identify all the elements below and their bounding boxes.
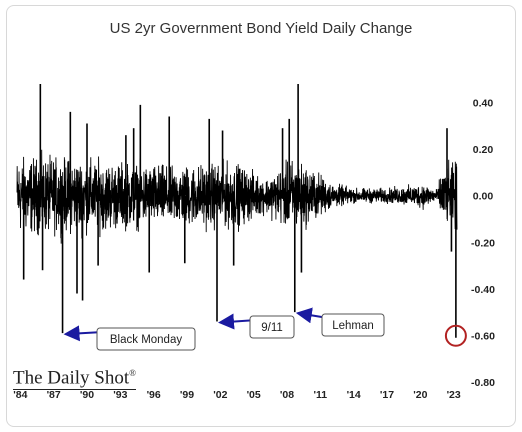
y-tick-label: 0.20 [473,144,494,156]
x-tick-label: '90 [80,389,94,401]
source-brand: The Daily Shot [13,367,130,389]
x-axis: '84 '87 '90 '93 '96 '99 '02 '05 '08 '11 '14 '17 '20 '… [13,389,461,401]
y-tick-label: 0.40 [473,98,494,110]
y-axis: 0.40 0.20 0.00 -0.20 -0.40 -0.60 -0.80 [471,98,495,389]
annotation-label: Black Monday [110,334,182,346]
annotation-box [321,313,385,337]
x-tick-label: '14 [347,389,361,401]
x-tick-label: '84 [13,389,27,401]
x-tick-label: '17 [380,389,394,401]
x-tick-label: '11 [314,389,328,401]
x-tick-label: '96 [147,389,161,401]
y-tick-label: -0.20 [471,237,495,249]
x-tick-label: '87 [47,389,61,401]
x-tick-label: '02 [213,389,227,401]
annotation-box [96,327,196,351]
x-tick-label: '93 [113,389,127,401]
y-tick-label: -0.80 [471,377,495,389]
x-tick-label: '23 [447,389,461,401]
annotation-box [249,315,295,339]
annotation-label: Lehman [332,320,374,332]
x-tick-label: '99 [180,389,194,401]
chart-svg: 0.400.200.00-0.20-0.40-0.60-0.80 '84'87 '… [13,83,495,401]
source-mark: ® [129,368,136,378]
annotation-label: 9/11 [261,322,283,334]
highlight-circle [444,324,467,347]
series-layer [16,149,458,244]
y-tick-label: -0.60 [471,330,495,342]
daily-change-series [16,149,458,244]
x-tick-label: '20 [413,389,427,401]
spike-layer [22,83,457,338]
chart-title: US 2yr Government Bond Yield Daily Chang… [109,20,413,37]
chart-card: US 2yr Government Bond Yield Daily Chang… [6,5,516,427]
y-tick-label: 0.00 [473,191,494,203]
source-logo: The Daily Shot® [13,363,136,391]
x-tick-label: '05 [247,389,261,401]
y-tick-label: -0.40 [471,284,495,296]
annotation-layer: Black Monday 9/11 Lehman [63,307,467,351]
x-tick-label: '08 [280,389,294,401]
